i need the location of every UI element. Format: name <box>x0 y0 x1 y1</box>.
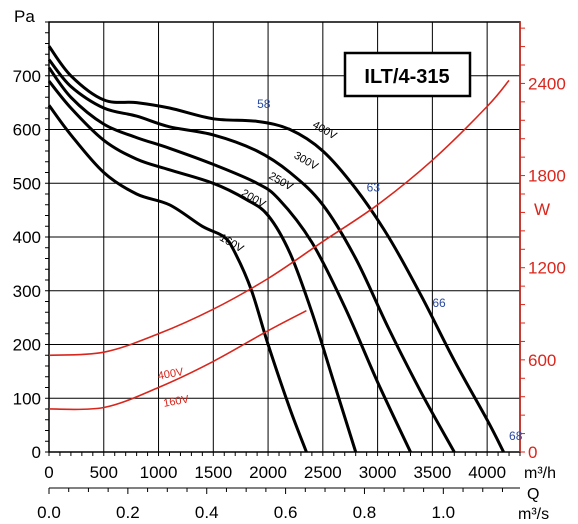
noise-level-label: 63 <box>367 180 381 194</box>
y-left-tick-label: 100 <box>13 389 41 408</box>
y-left-tick-label: 200 <box>13 336 41 355</box>
power-curve-label: 400V <box>157 366 185 382</box>
x2-tick-label: 0.8 <box>353 503 377 522</box>
x2-tick-label: 0.2 <box>116 503 140 522</box>
power-curve-label: 160V <box>162 393 190 409</box>
y-left-tick-label: 600 <box>13 121 41 140</box>
y-right-tick-label: 600 <box>528 351 556 370</box>
y-left-tick-label: 400 <box>13 228 41 247</box>
noise-level-label: 68 <box>509 429 523 443</box>
y-left-tick-label: 300 <box>13 282 41 301</box>
x-axis-2-unit-label: m³/s <box>518 506 549 523</box>
chart-title: ILT/4-315 <box>364 66 449 88</box>
x1-tick-label: 1000 <box>140 463 178 482</box>
y-left-tick-label: 500 <box>13 174 41 193</box>
title-box <box>343 51 472 98</box>
y-right-axis-label: W <box>534 200 550 219</box>
x1-tick-label: 3500 <box>413 463 451 482</box>
power-curve-160V <box>48 309 307 411</box>
y-right-tick-label: 0 <box>528 443 537 462</box>
x1-tick-label: 2500 <box>304 463 342 482</box>
pressure-curve-300V <box>47 58 456 453</box>
y-right-tick-label: 1200 <box>528 259 566 278</box>
x1-tick-label: 3000 <box>359 463 397 482</box>
x1-tick-label: 2000 <box>249 463 287 482</box>
noise-level-label: 58 <box>257 97 271 111</box>
x2-tick-label: 1.0 <box>432 503 456 522</box>
x-axis-1-unit-label: m³/h <box>524 465 556 482</box>
curves <box>47 45 510 453</box>
x1-tick-label: 0 <box>44 463 53 482</box>
pressure-curve-160V <box>47 104 308 453</box>
pressure-curve-400V <box>47 45 505 453</box>
y-right-tick-label: 1800 <box>528 167 566 186</box>
noise-level-label: 66 <box>432 296 446 310</box>
axes <box>45 21 525 494</box>
x1-tick-label: 4000 <box>468 463 506 482</box>
x2-tick-label: 0.4 <box>195 503 219 522</box>
y-left-axis-label: Pa <box>14 7 35 26</box>
x1-tick-label: 500 <box>90 463 118 482</box>
y-left-tick-label: 0 <box>32 443 41 462</box>
x2-tick-label: 0.0 <box>37 503 61 522</box>
power-curve-400V <box>48 79 510 357</box>
pressure-curve-250V <box>47 66 412 453</box>
x1-tick-label: 1500 <box>194 463 232 482</box>
q-label: Q <box>527 486 539 503</box>
pressure-curve-200V <box>47 80 358 453</box>
y-left-tick-label: 700 <box>13 67 41 86</box>
x2-tick-label: 0.6 <box>274 503 298 522</box>
y-right-tick-label: 2400 <box>528 74 566 93</box>
